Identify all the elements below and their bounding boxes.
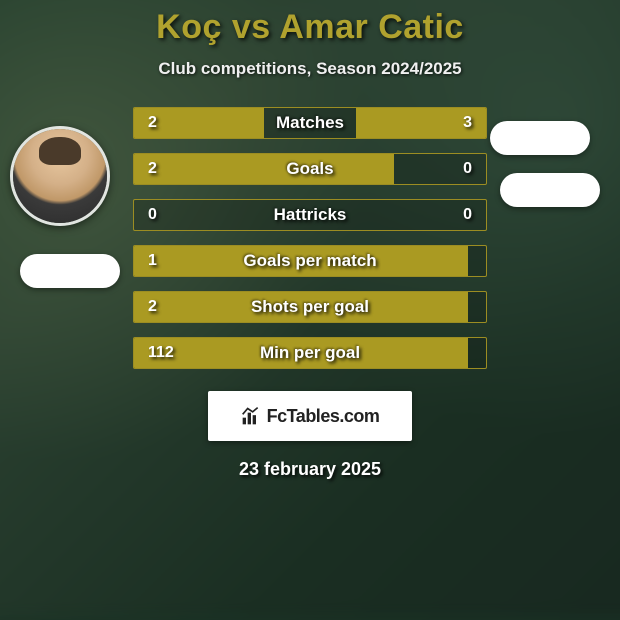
bar-fill-left [134,154,394,184]
player2-badge-2 [500,173,600,207]
bar-fill-right [356,108,486,138]
player1-badge [20,254,120,288]
player1-avatar [10,126,110,226]
bar-fill-left [134,246,468,276]
bar-row: 1Goals per match [133,245,487,277]
bar-fill-left [134,292,468,322]
bar-fill-left [134,108,264,138]
bar-row: 2Shots per goal [133,291,487,323]
bar-label: Hattricks [134,200,486,230]
main-container: Koç vs Amar Catic Club competitions, Sea… [0,0,620,580]
bar-value-left: 0 [148,200,157,230]
brand-text: FcTables.com [267,406,380,427]
bar-row: 0 0Hattricks [133,199,487,231]
bar-row: 23Matches [133,107,487,139]
bar-row: 112Min per goal [133,337,487,369]
bar-value-right: 0 [463,154,472,184]
comparison-bars: 23Matches20Goals00Hattricks1Goals per ma… [133,107,487,369]
bar-row: 20Goals [133,153,487,185]
date-label: 23 february 2025 [239,459,381,480]
avatar-face-placeholder [13,129,107,223]
page-title: Koç vs Amar Catic [156,8,464,47]
player2-badge-1 [490,121,590,155]
brand-box: FcTables.com [208,391,412,441]
bar-value-right: 0 [463,200,472,230]
brand-chart-icon [241,406,261,426]
bar-fill-left [134,338,468,368]
page-subtitle: Club competitions, Season 2024/2025 [158,59,461,79]
